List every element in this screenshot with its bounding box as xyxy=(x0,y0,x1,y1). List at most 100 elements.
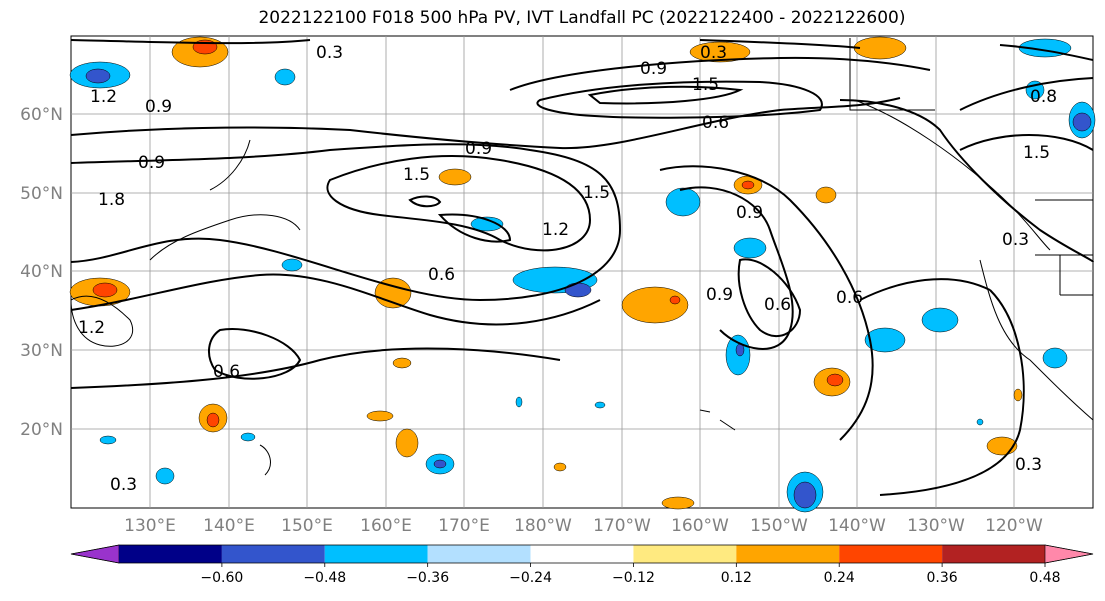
anomaly-blob xyxy=(366,410,394,422)
contour-label: 0.6 xyxy=(428,265,455,285)
filled-anomalies xyxy=(69,36,1096,513)
lat-label: 30°N xyxy=(20,341,63,361)
anomaly-blob xyxy=(433,459,447,469)
contour-label: 0.8 xyxy=(1030,87,1057,107)
contour-label: 1.2 xyxy=(78,318,105,338)
lat-label: 50°N xyxy=(20,184,63,204)
anomaly-blob xyxy=(741,180,755,190)
anomaly-blob xyxy=(470,216,504,232)
lon-label: 130°E xyxy=(124,516,176,536)
contour-label: 0.9 xyxy=(138,153,165,173)
lon-label: 180°W xyxy=(514,516,572,536)
anomaly-blob xyxy=(85,68,111,84)
colorbar-segment xyxy=(427,545,531,563)
colorbar-tick-label: −0.12 xyxy=(612,570,655,586)
anomaly-blob xyxy=(240,432,256,442)
anomaly-blob xyxy=(853,36,907,60)
colorbar-segment xyxy=(530,545,634,563)
contour-label: 1.2 xyxy=(542,220,569,240)
colorbar-extend-low xyxy=(70,544,120,564)
contour-label: 0.9 xyxy=(465,139,492,159)
contour-label: 0.3 xyxy=(316,43,343,63)
anomaly-blob xyxy=(438,168,472,186)
anomaly-blob xyxy=(815,186,837,204)
contour-label: 0.6 xyxy=(836,288,863,308)
contour-label: 1.2 xyxy=(90,87,117,107)
contour-label: 0.9 xyxy=(640,59,667,79)
lon-label: 170°W xyxy=(593,516,651,536)
coastlines xyxy=(70,38,1094,476)
anomaly-blob xyxy=(921,307,959,333)
colorbar-segment xyxy=(119,545,222,563)
anomaly-blob xyxy=(392,357,412,369)
colorbar-segment xyxy=(221,545,325,563)
contour-label: 0.9 xyxy=(706,285,733,305)
anomaly-blob xyxy=(274,68,296,86)
anomaly-blob xyxy=(793,481,817,509)
anomaly-blob xyxy=(515,396,523,408)
contour-label: 0.3 xyxy=(110,475,137,495)
anomaly-blob xyxy=(621,286,689,324)
lat-label: 60°N xyxy=(20,105,63,125)
colorbar-tick-label: −0.48 xyxy=(303,570,346,586)
colorbar-outline xyxy=(70,544,1094,564)
contour-label: 1.5 xyxy=(583,183,610,203)
anomaly-blob xyxy=(395,428,419,458)
lat-label: 20°N xyxy=(20,420,63,440)
anomaly-blob xyxy=(594,401,606,409)
contour-label: 0.6 xyxy=(764,295,791,315)
anomaly-blob xyxy=(564,282,592,298)
anomaly-blob xyxy=(669,295,681,305)
contour-label: 0.6 xyxy=(702,113,729,133)
anomaly-blob xyxy=(1013,388,1023,402)
colorbar-tick-label: −0.24 xyxy=(509,570,552,586)
anomaly-blob xyxy=(976,418,984,426)
colorbar-tick-label: −0.36 xyxy=(406,570,449,586)
contour-label: 1.5 xyxy=(692,75,719,95)
lon-label: 130°W xyxy=(907,516,965,536)
anomaly-blob xyxy=(374,277,412,309)
anomaly-blob xyxy=(281,258,303,272)
anomaly-blob xyxy=(206,412,220,428)
anomaly-blob xyxy=(661,496,695,510)
contour-label: 1.5 xyxy=(1023,143,1050,163)
contour-labels: 0.3 0.9 1.2 0.9 1.8 1.2 0.6 1.5 0.9 1.5 … xyxy=(78,43,1057,495)
colorbar-tick-label: 0.24 xyxy=(824,570,855,586)
lon-label: 140°E xyxy=(203,516,255,536)
colorbar-tick-label: 0.48 xyxy=(1029,570,1060,586)
contour-label: 0.3 xyxy=(1002,230,1029,250)
colorbar-segment xyxy=(633,545,737,563)
colorbar-tick-label: 0.36 xyxy=(927,570,958,586)
contour-label: 0.9 xyxy=(145,97,172,117)
lon-label: 120°W xyxy=(985,516,1043,536)
contour-label: 1.8 xyxy=(98,190,125,210)
lon-axis: 130°E 140°E 150°E 160°E 170°E 180°W 170°… xyxy=(124,516,1043,536)
lon-label: 150°E xyxy=(281,516,333,536)
colorbar-segment xyxy=(839,545,943,563)
contour-label: 0.3 xyxy=(700,43,727,63)
anomaly-blob xyxy=(1042,347,1068,369)
lat-label: 40°N xyxy=(20,262,63,282)
anomaly-blob xyxy=(826,373,844,387)
colorbar-segment xyxy=(736,545,840,563)
anomaly-blob xyxy=(864,327,906,353)
pv-contours xyxy=(70,39,1094,496)
contour-label: 1.5 xyxy=(403,165,430,185)
anomaly-blob xyxy=(92,282,118,298)
lon-label: 160°E xyxy=(360,516,412,536)
contour-label: 0.6 xyxy=(213,362,240,382)
gridlines xyxy=(71,36,1093,508)
colorbar-tick-label: 0.12 xyxy=(721,570,752,586)
lon-label: 140°W xyxy=(828,516,886,536)
anomaly-blob xyxy=(665,187,701,217)
lon-label: 160°W xyxy=(671,516,729,536)
map-title: 2022122100 F018 500 hPa PV, IVT Landfall… xyxy=(258,8,906,28)
anomaly-blob xyxy=(155,467,175,485)
anomaly-blob xyxy=(99,435,117,445)
anomaly-blob xyxy=(1072,112,1092,132)
colorbar-tick-label: −0.60 xyxy=(200,570,243,586)
lat-axis: 60°N 50°N 40°N 30°N 20°N xyxy=(20,105,63,440)
colorbar: −0.60 −0.48 −0.36 −0.24 −0.12 0.12 0.24 0.36 0.4… xyxy=(70,544,1094,586)
lon-label: 170°E xyxy=(438,516,490,536)
